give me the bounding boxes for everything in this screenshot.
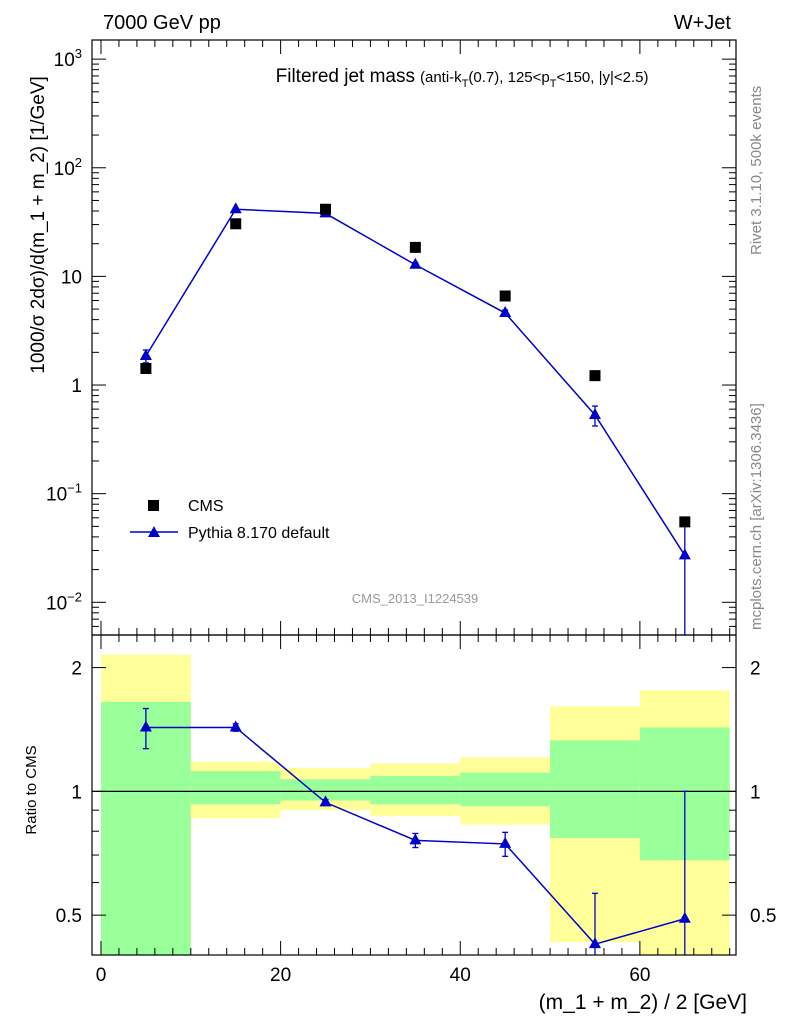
plot-frames bbox=[91, 39, 737, 956]
main-data-point-1 bbox=[230, 218, 242, 230]
ratio-panel-frame bbox=[91, 634, 737, 956]
ratio-mc-point-1 bbox=[229, 720, 242, 732]
ratio-band-inner-3 bbox=[370, 775, 461, 805]
legend-mc-marker bbox=[148, 526, 160, 537]
header-process: W+Jet bbox=[674, 12, 732, 34]
ratio-band-inner-1 bbox=[190, 771, 281, 805]
main-data-series bbox=[140, 203, 691, 528]
title-subscript: T bbox=[550, 78, 557, 90]
main-mc-point-0 bbox=[139, 349, 152, 361]
ratio-y-tick-label-right-2: 2 bbox=[750, 659, 761, 680]
rivet-version-label: Rivet 3.1.10, 500k events bbox=[748, 86, 765, 255]
title-subscript: T bbox=[462, 78, 469, 90]
ratio-mc-point-5 bbox=[588, 937, 601, 949]
ratio-y-tick-label-2: 2 bbox=[71, 659, 82, 680]
plot-title: Filtered jet mass bbox=[276, 66, 415, 87]
ratio-mc-point-0 bbox=[139, 720, 152, 732]
ratio-y-tick-label-1: 1 bbox=[71, 782, 82, 803]
main-y-tick-label-2: 1 bbox=[71, 376, 82, 397]
legend-cms-marker bbox=[148, 500, 159, 511]
main-mc-point-6 bbox=[678, 548, 691, 560]
main-y-tick-label-4: 102 bbox=[54, 155, 82, 180]
main-mc-point-4 bbox=[499, 306, 512, 318]
ratio-y-tick-label-0: 0.5 bbox=[56, 906, 82, 927]
ratio-band-inner-5 bbox=[550, 740, 640, 839]
main-data-point-2 bbox=[320, 203, 332, 215]
mcplots-citation-label: mcplots.cern.ch [arXiv:1306.3436] bbox=[748, 403, 765, 630]
main-y-tick-label-5: 103 bbox=[54, 46, 82, 71]
main-data-point-5 bbox=[589, 370, 601, 382]
legend-mc-label: Pythia 8.170 default bbox=[188, 525, 330, 542]
ratio-y-axis-label: Ratio to CMS bbox=[23, 745, 40, 834]
title-text: <150, |y|<2.5) bbox=[556, 69, 648, 86]
main-y-axis-label: 1000/σ 2dσ)/d(m_1 + m_2) [1/GeV] bbox=[28, 76, 49, 374]
main-panel-frame bbox=[91, 39, 737, 636]
header-energy: 7000 GeV pp bbox=[103, 12, 221, 34]
main-mc-point-3 bbox=[409, 257, 422, 269]
main-mc-point-1 bbox=[229, 202, 242, 214]
ratio-mc-point-4 bbox=[499, 836, 512, 848]
main-y-tick-label-0: 10−2 bbox=[46, 589, 82, 614]
main-y-tick-label-3: 10 bbox=[61, 267, 82, 288]
ratio-mc-series bbox=[139, 707, 691, 955]
ratio-y-tick-label-right-1: 1 bbox=[750, 782, 761, 803]
title-text: (0.7), 125<p bbox=[468, 69, 549, 86]
x-tick-label-3: 60 bbox=[629, 965, 650, 986]
ratio-band-inner-4 bbox=[460, 772, 551, 807]
main-data-point-6 bbox=[679, 516, 691, 528]
legend: CMS Pythia 8.170 default bbox=[130, 498, 330, 542]
plot-title-cuts: (anti-kT(0.7), 125<pT<150, |y|<2.5) bbox=[420, 69, 649, 90]
x-tick-label-2: 40 bbox=[450, 965, 471, 986]
x-tick-label-0: 0 bbox=[96, 965, 107, 986]
ratio-mc-point-6 bbox=[678, 911, 691, 923]
analysis-watermark: CMS_2013_I1224539 bbox=[352, 591, 479, 606]
ratio-mc-point-3 bbox=[409, 833, 422, 845]
x-axis-label: (m_1 + m_2) / 2 [GeV] bbox=[539, 991, 747, 1014]
main-y-tick-label-1: 10−1 bbox=[46, 481, 82, 506]
ratio-uncertainty-bands bbox=[100, 654, 730, 955]
ratio-mc-point-2 bbox=[319, 795, 332, 807]
legend-cms-label: CMS bbox=[188, 498, 224, 515]
main-data-point-4 bbox=[499, 290, 511, 302]
axis-tick-labels: 10−2 10−1 1 10 102 103 0 20 40 60 0.5 0.5 1 1 2 2 bbox=[46, 46, 776, 986]
axis-ticks bbox=[92, 40, 736, 956]
main-data-point-3 bbox=[409, 241, 421, 253]
title-text: (anti-k bbox=[420, 69, 462, 86]
main-mc-point-5 bbox=[588, 407, 601, 419]
main-data-point-0 bbox=[140, 362, 152, 374]
ratio-y-tick-label-right-0: 0.5 bbox=[750, 906, 776, 927]
main-mc-series bbox=[139, 202, 691, 635]
x-tick-label-1: 20 bbox=[270, 965, 291, 986]
